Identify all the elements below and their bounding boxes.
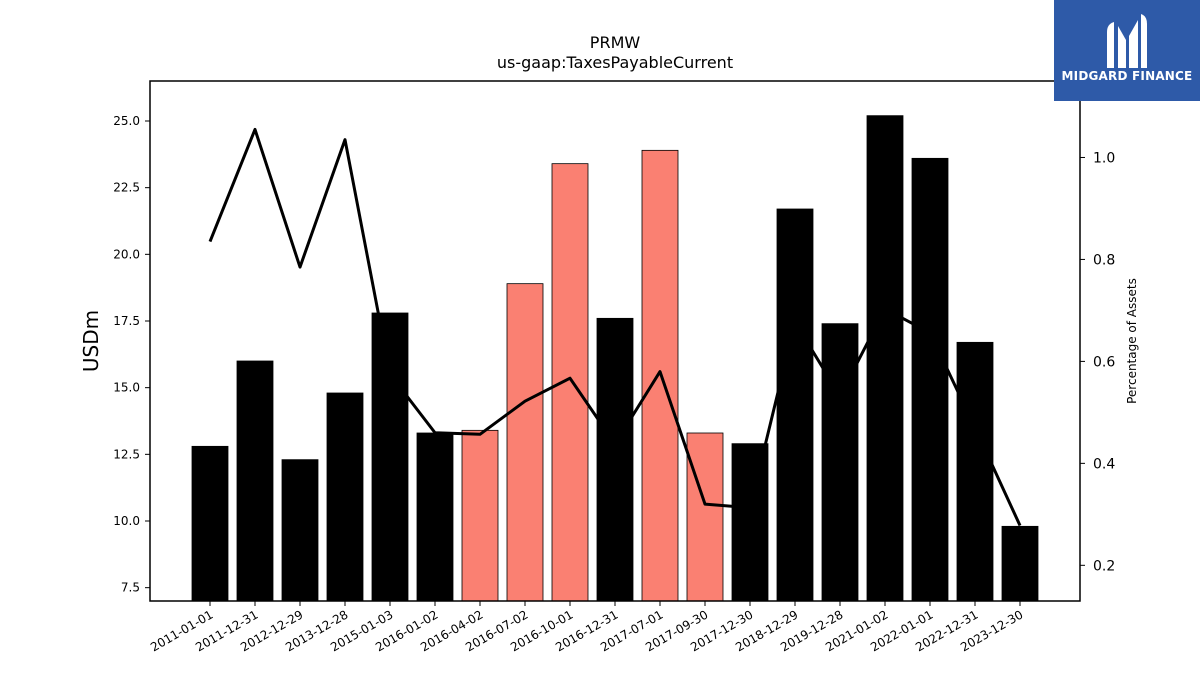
line-group [208, 127, 1022, 527]
y2-tick-label: 0.8 [1093, 252, 1115, 268]
brand-name: MIDGARD FINANCE [1061, 69, 1193, 83]
brand-logo: MIDGARD FINANCE [1054, 0, 1200, 101]
x-axis: 2011-01-012011-12-312012-12-292013-12-28… [148, 601, 1026, 654]
chart-subtitle: us-gaap:TaxesPayableCurrent [497, 53, 733, 72]
y2-axis: 0.2 0.4 0.6 0.8 1.0 [1080, 150, 1115, 574]
bar [686, 432, 724, 602]
bar [191, 445, 229, 602]
chart-title: PRMW [590, 33, 641, 52]
bar [461, 429, 499, 602]
y2-tick-label: 0.2 [1093, 558, 1115, 574]
bar [596, 317, 634, 602]
series-line [208, 127, 1022, 527]
bar [551, 163, 589, 602]
y2-tick-label: 0.6 [1093, 354, 1115, 370]
bar-group [191, 115, 1039, 602]
bar [731, 443, 769, 602]
y-tick-label: 10.0 [113, 514, 140, 528]
y-axis: 7.5 10.0 12.5 15.0 17.5 20.0 22.5 25.0 [113, 114, 150, 595]
bar [371, 312, 409, 602]
y2-tick-label: 1.0 [1093, 150, 1115, 166]
bar [956, 341, 994, 602]
y-tick-label: 12.5 [113, 447, 140, 461]
y-tick-label: 22.5 [113, 181, 140, 195]
bar [281, 459, 319, 602]
bar [911, 157, 949, 602]
y-tick-label: 17.5 [113, 314, 140, 328]
y-tick-label: 15.0 [113, 381, 140, 395]
bar [506, 283, 544, 602]
bar [236, 360, 274, 602]
y2-axis-label: Percentage of Assets [1125, 278, 1139, 404]
y-tick-label: 7.5 [121, 581, 140, 595]
bar [821, 323, 859, 602]
y2-tick-label: 0.4 [1093, 456, 1115, 472]
y-tick-label: 20.0 [113, 247, 140, 261]
bar [776, 208, 814, 602]
plot-frame [149, 80, 1081, 602]
y-axis-label: USDm [79, 310, 103, 372]
bar [1001, 525, 1039, 602]
bar [326, 392, 364, 602]
midgard-logo-icon [1107, 14, 1147, 68]
y-tick-label: 25.0 [113, 114, 140, 128]
bar [416, 432, 454, 602]
bar [866, 115, 904, 602]
